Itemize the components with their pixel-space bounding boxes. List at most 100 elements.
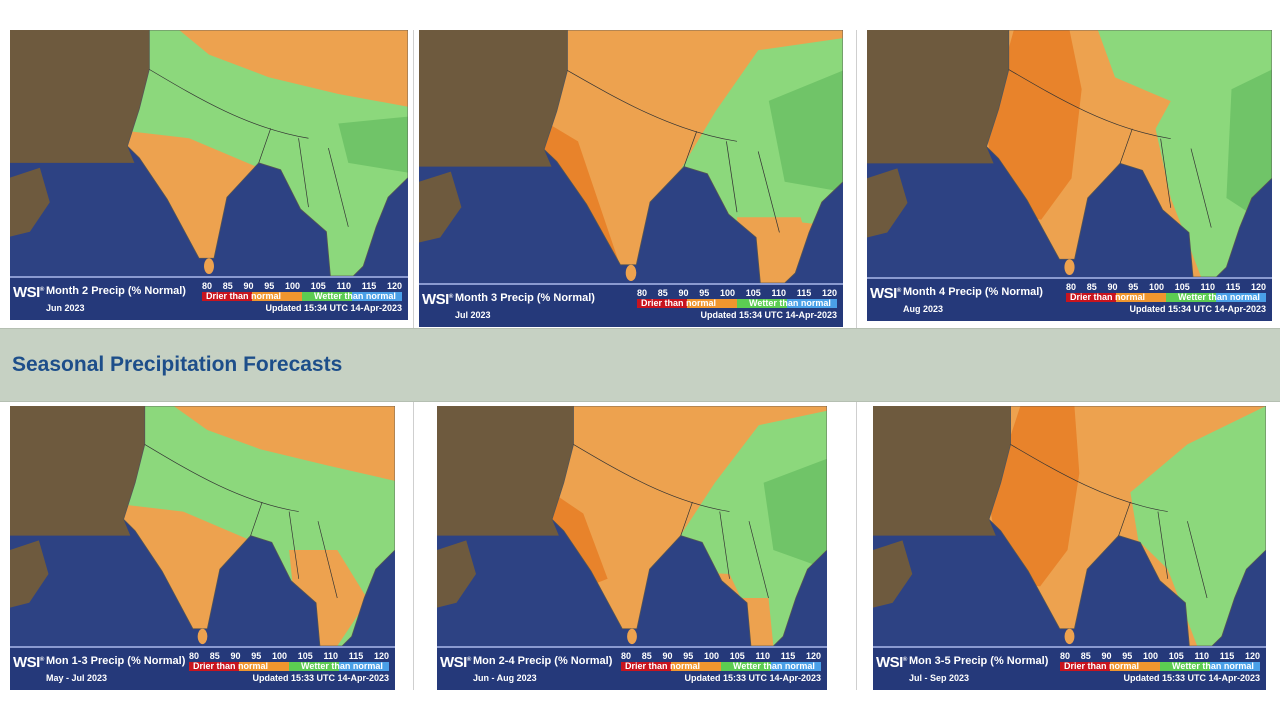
coastline [986, 30, 1272, 277]
borders [573, 444, 769, 599]
sri-lanka [1064, 628, 1075, 645]
map-title: Mon 3-5 Precip (% Normal) [909, 655, 1049, 667]
map-title: Month 3 Precip (% Normal) [455, 292, 595, 304]
scale-tick: 100 [271, 651, 287, 661]
drier-label: Drier than normal [1070, 292, 1146, 302]
scale-tick: 80 [621, 651, 632, 661]
scale-tick: 95 [1128, 282, 1139, 292]
updated-timestamp: Updated 15:33 UTC 14-Apr-2023 [684, 673, 821, 683]
map-period: Jun - Aug 2023 [473, 673, 537, 683]
sri-lanka [1064, 259, 1075, 276]
precip-map [10, 406, 395, 646]
updated-timestamp: Updated 15:34 UTC 14-Apr-2023 [700, 310, 837, 320]
precip-map [867, 30, 1272, 277]
forecast-map-card[interactable]: WSI® Mon 1-3 Precip (% Normal) May - Jul… [10, 406, 395, 690]
scale-tick: 120 [1244, 651, 1260, 661]
arabia-terrain [873, 540, 913, 608]
sri-lanka [197, 628, 208, 645]
scale-tick: 100 [703, 651, 719, 661]
forecast-region [173, 406, 395, 481]
scale-tick: 90 [662, 651, 673, 661]
wsi-logo: WSI® [870, 285, 901, 302]
forecast-region [671, 410, 827, 646]
terrain-region [10, 406, 155, 536]
scale-tick: 80 [1060, 651, 1071, 661]
wsi-logo: WSI® [876, 654, 907, 671]
scale-tick: 120 [386, 281, 402, 291]
arabia-terrain [10, 540, 49, 608]
scale-tick: 85 [1086, 282, 1097, 292]
map-title: Month 2 Precip (% Normal) [46, 285, 186, 297]
borders [149, 69, 349, 227]
scale-tick: 100 [1142, 651, 1158, 661]
scale-tick: 85 [641, 651, 652, 661]
coastline [988, 406, 1266, 646]
scale-tick: 90 [230, 651, 241, 661]
sri-lanka [204, 258, 214, 275]
forecast-region [1226, 69, 1272, 228]
scale-tick: 110 [771, 288, 786, 298]
scale-tick: 80 [189, 651, 200, 661]
scale-tick: 120 [1250, 282, 1266, 292]
scale-tick: 85 [209, 651, 220, 661]
terrain-region [419, 30, 578, 167]
coastline [126, 30, 408, 276]
coastline [123, 406, 395, 646]
map-period: May - Jul 2023 [46, 673, 108, 683]
color-scale: 80 85 90 95 100 105 110 115 120 Drier than norma… [189, 651, 389, 687]
scale-tick: 90 [1101, 651, 1112, 661]
forecast-region [768, 70, 843, 192]
color-scale: 80 85 90 95 100 105 110 115 120 Drier than norma… [202, 281, 402, 317]
wetter-label: Wetter than normal [314, 291, 396, 301]
forecast-map-card[interactable]: WSI® Month 4 Precip (% Normal) Aug 2023 … [867, 30, 1272, 321]
column-divider [856, 30, 857, 328]
precip-map [419, 30, 843, 283]
sri-lanka [625, 264, 637, 281]
map-legend: WSI® Month 4 Precip (% Normal) Aug 2023 … [867, 277, 1272, 321]
coastline [543, 30, 843, 283]
forecast-map-card[interactable]: WSI® Month 2 Precip (% Normal) Jun 2023 … [10, 30, 408, 320]
scale-tick: 85 [657, 288, 668, 298]
forecast-map-card[interactable]: WSI® Mon 3-5 Precip (% Normal) Jul - Sep… [873, 406, 1266, 690]
scale-tick: 110 [1194, 651, 1209, 661]
scale-tick: 85 [1080, 651, 1091, 661]
color-scale: 80 85 90 95 100 105 110 115 120 Drier than norma… [1060, 651, 1260, 687]
scale-tick: 115 [1219, 651, 1235, 661]
wetter-label: Wetter than normal [749, 298, 831, 308]
map-period: Jul - Sep 2023 [909, 673, 970, 683]
section-header: Seasonal Precipitation Forecasts [0, 328, 1280, 402]
color-scale: 80 85 90 95 100 105 110 115 120 Drier than norma… [637, 288, 837, 324]
map-legend: WSI® Mon 3-5 Precip (% Normal) Jul - Sep… [873, 646, 1266, 690]
scale-tick: 115 [780, 651, 796, 661]
map-period: Jun 2023 [46, 303, 85, 313]
forecast-region [1097, 30, 1272, 277]
drier-label: Drier than normal [625, 661, 701, 671]
forecast-map-card[interactable]: WSI® Month 3 Precip (% Normal) Jul 2023 … [419, 30, 843, 327]
drier-label: Drier than normal [1064, 661, 1140, 671]
scale-tick: 100 [719, 288, 735, 298]
color-scale: 80 85 90 95 100 105 110 115 120 Drier than norma… [1066, 282, 1266, 318]
scale-tick: 90 [678, 288, 689, 298]
scale-tick: 85 [222, 281, 233, 291]
precip-map [10, 30, 408, 276]
map-title: Month 4 Precip (% Normal) [903, 286, 1043, 298]
scale-tick: 95 [264, 281, 275, 291]
forecast-map-card[interactable]: WSI® Mon 2-4 Precip (% Normal) Jun - Aug… [437, 406, 827, 690]
terrain-region [437, 406, 584, 536]
coastline [551, 406, 827, 646]
scale-tick: 90 [243, 281, 254, 291]
arabia-terrain [867, 168, 908, 238]
wsi-logo: WSI® [440, 654, 471, 671]
scale-tick: 105 [1168, 651, 1184, 661]
map-period: Aug 2023 [903, 304, 944, 314]
map-period: Jul 2023 [455, 310, 491, 320]
scale-tick: 115 [796, 288, 812, 298]
wsi-logo: WSI® [13, 284, 44, 301]
drier-label: Drier than normal [206, 291, 282, 301]
map-legend: WSI® Mon 1-3 Precip (% Normal) May - Jul… [10, 646, 395, 690]
forecast-region [988, 406, 1080, 587]
terrain-region [867, 30, 1019, 164]
map-title: Mon 2-4 Precip (% Normal) [473, 655, 613, 667]
scale-tick: 105 [310, 281, 326, 291]
scale-tick: 110 [755, 651, 770, 661]
